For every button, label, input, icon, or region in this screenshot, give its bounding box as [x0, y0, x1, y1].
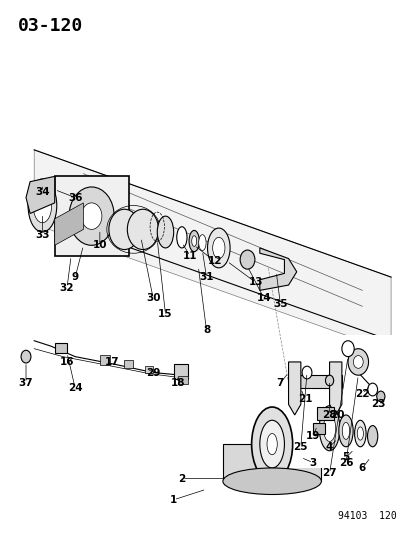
Ellipse shape: [176, 227, 187, 248]
Text: 19: 19: [305, 431, 320, 441]
Ellipse shape: [251, 407, 292, 481]
Text: 30: 30: [145, 293, 160, 303]
Polygon shape: [259, 248, 296, 290]
Ellipse shape: [367, 425, 377, 447]
Circle shape: [240, 250, 254, 269]
Text: 3: 3: [309, 458, 316, 467]
Bar: [55, 176, 128, 256]
Circle shape: [127, 209, 158, 249]
Polygon shape: [55, 203, 83, 245]
Text: 33: 33: [35, 230, 50, 240]
Bar: [100, 355, 110, 365]
Bar: [55, 343, 67, 353]
Ellipse shape: [222, 468, 320, 495]
Text: 32: 32: [59, 282, 74, 293]
Polygon shape: [26, 176, 55, 214]
Text: 35: 35: [273, 298, 287, 309]
Text: 9: 9: [71, 272, 78, 282]
Bar: [145, 366, 153, 373]
Text: 27: 27: [321, 469, 336, 478]
Text: 2: 2: [178, 474, 185, 483]
Bar: [316, 407, 333, 420]
Text: 8: 8: [202, 325, 210, 335]
Text: 5: 5: [342, 453, 349, 463]
Text: 10: 10: [93, 240, 107, 251]
Text: 26: 26: [338, 458, 352, 467]
Ellipse shape: [318, 406, 339, 451]
Ellipse shape: [212, 237, 224, 259]
Ellipse shape: [28, 179, 57, 232]
Text: 4: 4: [325, 442, 332, 452]
Text: 16: 16: [59, 357, 74, 367]
Text: 94103  120: 94103 120: [337, 511, 396, 521]
Text: 21: 21: [297, 394, 311, 404]
Ellipse shape: [354, 420, 365, 447]
Text: 1: 1: [170, 495, 177, 505]
Circle shape: [376, 391, 384, 402]
Text: 14: 14: [256, 293, 271, 303]
Bar: [124, 360, 132, 368]
Ellipse shape: [33, 188, 52, 223]
Ellipse shape: [207, 228, 230, 268]
Ellipse shape: [157, 216, 173, 248]
Circle shape: [109, 209, 140, 249]
Circle shape: [81, 203, 102, 229]
Polygon shape: [222, 444, 320, 481]
Text: 6: 6: [358, 463, 365, 473]
Circle shape: [21, 350, 31, 363]
Circle shape: [341, 341, 354, 357]
Bar: [177, 376, 188, 384]
Circle shape: [325, 375, 333, 386]
Ellipse shape: [189, 230, 199, 252]
Circle shape: [353, 356, 362, 368]
Bar: [173, 364, 188, 379]
Circle shape: [301, 366, 311, 379]
Text: 36: 36: [68, 192, 82, 203]
Ellipse shape: [356, 427, 363, 440]
Text: 12: 12: [207, 256, 221, 266]
Bar: [267, 335, 402, 468]
Polygon shape: [34, 150, 390, 351]
Text: 03-120: 03-120: [18, 17, 83, 35]
Text: 15: 15: [158, 309, 172, 319]
Text: 34: 34: [35, 187, 50, 197]
Text: 24: 24: [68, 383, 82, 393]
Text: 31: 31: [199, 272, 213, 282]
Ellipse shape: [323, 415, 335, 441]
Ellipse shape: [266, 433, 277, 455]
Text: 20: 20: [330, 410, 344, 420]
Text: 18: 18: [170, 378, 185, 388]
Circle shape: [347, 349, 368, 375]
Bar: [312, 423, 325, 433]
Ellipse shape: [342, 422, 349, 439]
Text: 23: 23: [370, 399, 385, 409]
Text: 29: 29: [146, 368, 160, 377]
Polygon shape: [288, 375, 341, 389]
Text: 28: 28: [322, 410, 336, 420]
Text: 25: 25: [293, 442, 307, 452]
Text: 7: 7: [276, 378, 283, 388]
Text: 11: 11: [183, 251, 197, 261]
Ellipse shape: [338, 415, 352, 447]
Text: 17: 17: [104, 357, 119, 367]
Text: 37: 37: [19, 378, 33, 388]
Polygon shape: [329, 362, 341, 415]
Ellipse shape: [191, 236, 196, 246]
Ellipse shape: [259, 420, 284, 468]
Polygon shape: [288, 362, 300, 415]
Circle shape: [69, 187, 114, 245]
Circle shape: [367, 383, 377, 396]
Text: 22: 22: [354, 389, 369, 399]
Ellipse shape: [198, 235, 206, 251]
Text: 13: 13: [248, 277, 262, 287]
